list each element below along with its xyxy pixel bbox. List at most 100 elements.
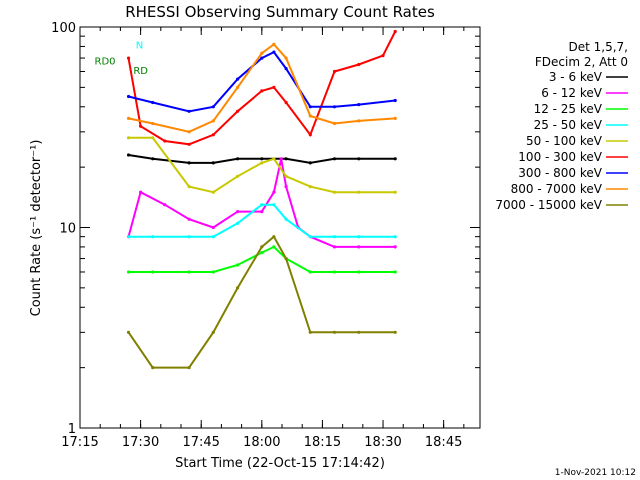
- series-point: [308, 185, 312, 189]
- x-axis: 17:15 17:30 17:45 18:00 18:15 18:30 18:45: [61, 27, 465, 450]
- series-point: [284, 257, 288, 261]
- series-point: [211, 161, 215, 165]
- series-point: [332, 69, 337, 74]
- y-tick-label: 10: [59, 222, 76, 237]
- series-point: [260, 245, 264, 249]
- series-point: [332, 270, 337, 274]
- series-point: [357, 103, 361, 107]
- series-point: [393, 330, 397, 334]
- y-tick-label: 1: [68, 422, 76, 437]
- series-line: [128, 42, 396, 133]
- series-point: [272, 245, 276, 249]
- series-point: [211, 119, 215, 123]
- series-point: [279, 157, 283, 161]
- series-point: [260, 161, 264, 165]
- series-point: [126, 270, 131, 274]
- legend-entry-label: 25 - 50 keV: [534, 118, 603, 132]
- x-tick-label: 18:00: [243, 435, 280, 450]
- series-point: [260, 157, 264, 161]
- series-point: [163, 139, 167, 143]
- chart-title: RHESSI Observing Summary Count Rates: [125, 3, 435, 21]
- series-point: [126, 116, 131, 120]
- legend-entry-label: 100 - 300 keV: [518, 150, 602, 164]
- series-point: [332, 157, 337, 161]
- y-tick-label: 100: [51, 21, 76, 36]
- series-point: [357, 190, 361, 194]
- legend-entry-label: 3 - 6 keV: [549, 70, 603, 84]
- series-point: [284, 67, 288, 71]
- legend-header: Det 1,5,7,: [569, 40, 629, 54]
- annotation-label: N: [136, 40, 143, 51]
- series-line: [128, 245, 396, 273]
- series-point: [187, 130, 191, 134]
- x-tick-label: 17:30: [122, 435, 159, 450]
- legend-entry-label: 50 - 100 keV: [526, 134, 603, 148]
- x-tick-label: 17:15: [61, 435, 98, 450]
- series-point: [187, 142, 191, 146]
- series-point: [187, 235, 191, 239]
- series-point: [126, 56, 131, 60]
- series-point: [393, 235, 397, 239]
- series-point: [236, 85, 240, 89]
- series-point: [357, 62, 361, 67]
- series-point: [126, 94, 131, 99]
- series-point: [272, 203, 276, 207]
- series-line: [128, 50, 396, 113]
- series-point: [357, 157, 361, 161]
- series-point: [393, 98, 397, 103]
- series-point: [260, 89, 264, 93]
- series-point: [260, 210, 264, 214]
- series-point: [393, 116, 397, 120]
- x-tick-label: 17:45: [182, 435, 219, 450]
- legend-entry-label: 800 - 7000 keV: [511, 182, 603, 196]
- annotation-label: RD0: [95, 57, 116, 68]
- series-point: [151, 100, 155, 105]
- series-point: [151, 157, 155, 161]
- series-point: [272, 235, 276, 239]
- plot-frame: [79, 26, 481, 429]
- series-point: [357, 235, 361, 239]
- series-point: [126, 136, 131, 140]
- annotation-label: RD: [133, 66, 148, 77]
- x-axis-label: Start Time (22-Oct-15 17:14:42): [175, 456, 385, 471]
- series-point: [393, 270, 397, 274]
- y-axis: 1 10 100: [51, 21, 480, 437]
- series-point: [272, 190, 276, 194]
- series-point: [211, 225, 215, 230]
- series-point: [308, 105, 312, 109]
- series-point: [236, 210, 240, 214]
- series-point: [308, 235, 312, 239]
- series-point: [357, 119, 361, 123]
- series-point: [308, 270, 312, 274]
- series-point: [332, 190, 337, 194]
- series-point: [236, 221, 240, 225]
- series-point: [236, 174, 240, 178]
- y-axis-label: Count Rate (s⁻¹ detector⁻¹): [29, 140, 44, 317]
- series-point: [211, 190, 215, 194]
- series-point: [139, 124, 143, 128]
- series-point: [236, 109, 240, 113]
- legend-entry-label: 6 - 12 keV: [541, 86, 603, 100]
- series-point: [139, 190, 143, 194]
- x-tick-label: 18:45: [425, 435, 462, 450]
- series-point: [393, 29, 397, 34]
- series-point: [308, 330, 312, 334]
- series-point: [260, 56, 264, 60]
- series-line: [127, 158, 396, 248]
- series-point: [151, 136, 155, 140]
- series-point: [272, 50, 276, 54]
- series-point: [187, 161, 191, 165]
- series-point: [187, 366, 191, 370]
- series-point: [187, 185, 191, 189]
- series-point: [357, 330, 361, 334]
- series-point: [284, 185, 288, 189]
- series-line: [127, 31, 397, 146]
- legend-entry-label: 7000 - 15000 keV: [495, 198, 602, 212]
- series-point: [332, 105, 337, 109]
- series-line: [128, 136, 396, 194]
- series-point: [260, 51, 264, 55]
- series-point: [272, 85, 276, 89]
- series-point: [236, 77, 240, 81]
- series-point: [126, 330, 131, 334]
